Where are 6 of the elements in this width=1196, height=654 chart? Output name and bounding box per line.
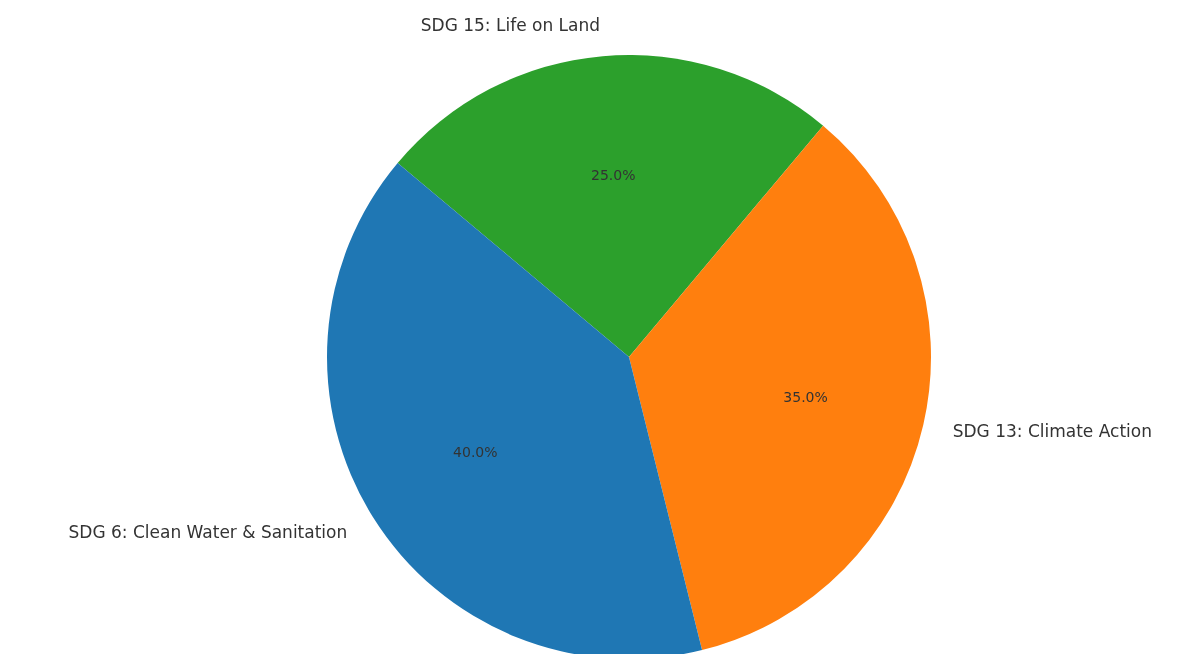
data-label: 25.0%	[590, 167, 636, 184]
slice-label: SDG 15: Life on Land	[420, 15, 601, 36]
slice-label: SDG 13: Climate Action	[952, 420, 1152, 441]
slice-label: SDG 6: Clean Water & Sanitation	[68, 522, 348, 543]
data-label: 40.0%	[453, 444, 498, 461]
data-label: 35.0%	[783, 388, 828, 405]
